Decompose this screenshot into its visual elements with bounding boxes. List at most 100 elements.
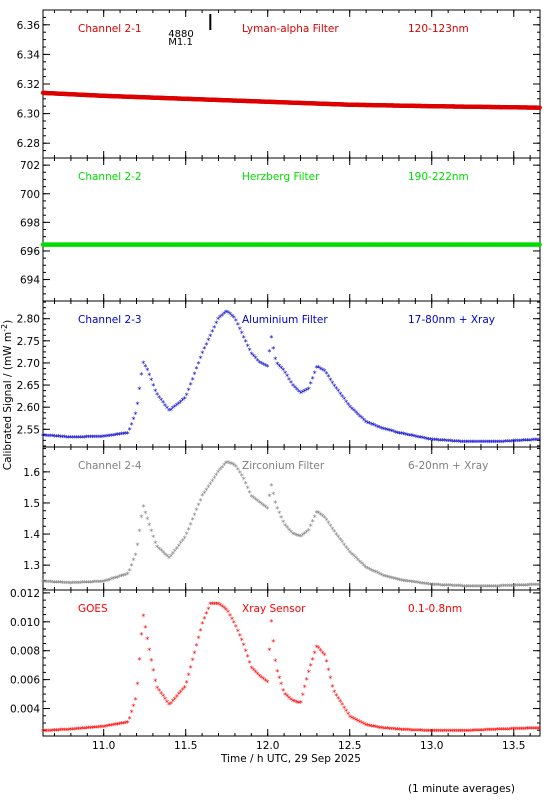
panel-channel-label: Channel 2-3: [78, 314, 142, 326]
data-point: *: [401, 726, 405, 735]
data-point: *: [47, 727, 51, 736]
data-point: *: [443, 437, 447, 446]
data-point: *: [464, 728, 468, 737]
data-point: *: [527, 582, 531, 591]
data-point: *: [533, 437, 537, 446]
data-point: *: [196, 360, 200, 369]
data-point: *: [374, 423, 378, 432]
data-point: *: [198, 627, 202, 636]
data-point: *: [55, 727, 59, 736]
data-point: *: [240, 330, 244, 339]
data-point: *: [437, 582, 441, 591]
data-point: *: [411, 579, 415, 588]
data-point: *: [529, 437, 533, 446]
data-point: *: [383, 573, 387, 582]
data-point: *: [348, 549, 352, 558]
data-point: *: [155, 543, 159, 552]
data-point: *: [336, 388, 340, 397]
data-point: *: [230, 615, 234, 624]
data-point: *: [326, 373, 330, 382]
data-point: *: [139, 514, 143, 523]
data-point: *: [372, 568, 376, 577]
data-point: *: [206, 483, 210, 492]
data-point: *: [244, 338, 248, 347]
data-point: *: [452, 438, 456, 447]
data-point: *: [358, 558, 362, 567]
data-point: *: [301, 531, 305, 540]
data-point: *: [364, 418, 368, 427]
x-axis-label: Time / h UTC, 29 Sep 2025: [220, 753, 361, 765]
data-point: *: [108, 432, 112, 441]
y-tick-label: 2.75: [17, 336, 40, 348]
data-point: *: [76, 726, 80, 735]
data-point: *: [376, 724, 380, 733]
data-point: *: [88, 434, 92, 443]
data-point: *: [315, 364, 319, 373]
data-point: *: [370, 421, 374, 430]
data-point: *: [423, 435, 427, 444]
data-point: *: [478, 439, 482, 448]
data-point: *: [435, 728, 439, 737]
data-point: *: [421, 727, 425, 736]
data-point: *: [509, 582, 513, 591]
data-point: *: [191, 516, 195, 525]
data-point: *: [96, 578, 100, 587]
data-point: *: [484, 727, 488, 736]
data-point: *: [43, 728, 47, 737]
data-point: *: [450, 582, 454, 591]
data-point: *: [492, 583, 496, 592]
data-point: *: [122, 572, 126, 581]
y-tick-label: 1.4: [23, 529, 40, 541]
data-point: *: [519, 725, 523, 734]
data-point: *: [242, 476, 246, 485]
data-point: *: [222, 604, 226, 613]
data-point: *: [163, 696, 167, 705]
data-point: *: [480, 439, 484, 448]
data-point: *: [204, 610, 208, 619]
data-point: *: [43, 432, 47, 441]
data-point: *: [378, 571, 382, 580]
data-point: *: [222, 310, 226, 319]
data-point: *: [74, 580, 78, 589]
data-point: *: [277, 362, 281, 371]
data-point: *: [78, 579, 82, 588]
data-point: *: [147, 371, 151, 380]
data-point: *: [519, 582, 523, 591]
data-point: *: [128, 715, 132, 724]
data-point: *: [57, 579, 61, 588]
data-point: *: [523, 725, 527, 734]
panel-channel-label: Channel 2-1: [78, 23, 142, 35]
data-point: *: [509, 726, 513, 735]
data-point: *: [141, 503, 145, 512]
data-point: *: [51, 727, 55, 736]
data-point: *: [376, 423, 380, 432]
data-point: *: [496, 583, 500, 592]
data-point: *: [326, 666, 330, 675]
data-point: *: [236, 627, 240, 636]
data-point: *: [230, 461, 234, 470]
panel-band-label: 120-123nm: [408, 23, 469, 35]
data-point: *: [511, 438, 515, 447]
data-point: *: [104, 578, 108, 587]
data-point: *: [226, 459, 230, 468]
data-point: *: [195, 506, 199, 515]
data-point: *: [141, 613, 145, 622]
data-point: *: [362, 416, 366, 425]
data-point: *: [196, 502, 200, 511]
data-point: *: [130, 421, 134, 430]
data-point: *: [228, 612, 232, 621]
data-point: *: [244, 480, 248, 489]
data-point: *: [124, 430, 128, 439]
data-point: *: [352, 553, 356, 562]
data-point: *: [346, 401, 350, 410]
data-point: *: [301, 691, 305, 700]
data-point: *: [525, 437, 529, 446]
data-point: *: [322, 652, 326, 661]
data-point: *: [132, 557, 136, 566]
data-point: *: [393, 576, 397, 585]
data-point: *: [525, 725, 529, 734]
data-point: *: [96, 433, 100, 442]
panel-band-label: 0.1-0.8nm: [408, 603, 462, 615]
data-point: *: [405, 727, 409, 736]
data-point: *: [464, 439, 468, 448]
